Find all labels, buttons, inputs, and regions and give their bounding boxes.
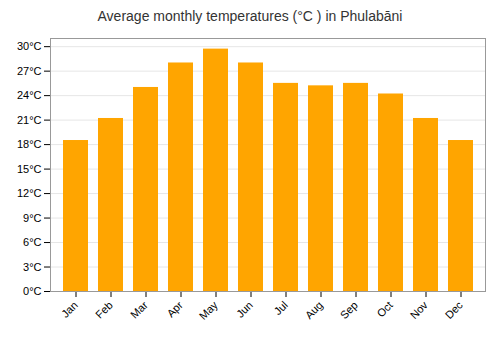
svg-text:Jun: Jun [234,299,255,320]
svg-text:24°C: 24°C [17,89,42,101]
svg-text:0°C: 0°C [23,285,42,297]
svg-text:18°C: 18°C [17,138,42,150]
svg-text:9°C: 9°C [23,212,42,224]
svg-text:Nov: Nov [408,298,431,321]
svg-text:3°C: 3°C [23,261,42,273]
svg-text:Oct: Oct [374,299,395,320]
svg-text:Feb: Feb [93,299,115,321]
svg-text:Sep: Sep [338,299,360,321]
svg-text:30°C: 30°C [17,40,42,52]
svg-text:Mar: Mar [128,299,150,321]
svg-text:Jan: Jan [59,299,80,320]
svg-text:Dec: Dec [443,298,466,321]
svg-text:May: May [197,298,221,322]
svg-text:15°C: 15°C [17,163,42,175]
svg-text:27°C: 27°C [17,65,42,77]
svg-text:Aug: Aug [303,299,325,321]
html-text:Average monthly temperatures (: Average monthly temperatures (°C ) in Ph… [97,8,403,24]
svg-text:Jul: Jul [271,299,289,317]
svg-text:6°C: 6°C [23,236,42,248]
svg-text:21°C: 21°C [17,114,42,126]
svg-text:12°C: 12°C [17,187,42,199]
svg-text:Apr: Apr [164,299,185,320]
